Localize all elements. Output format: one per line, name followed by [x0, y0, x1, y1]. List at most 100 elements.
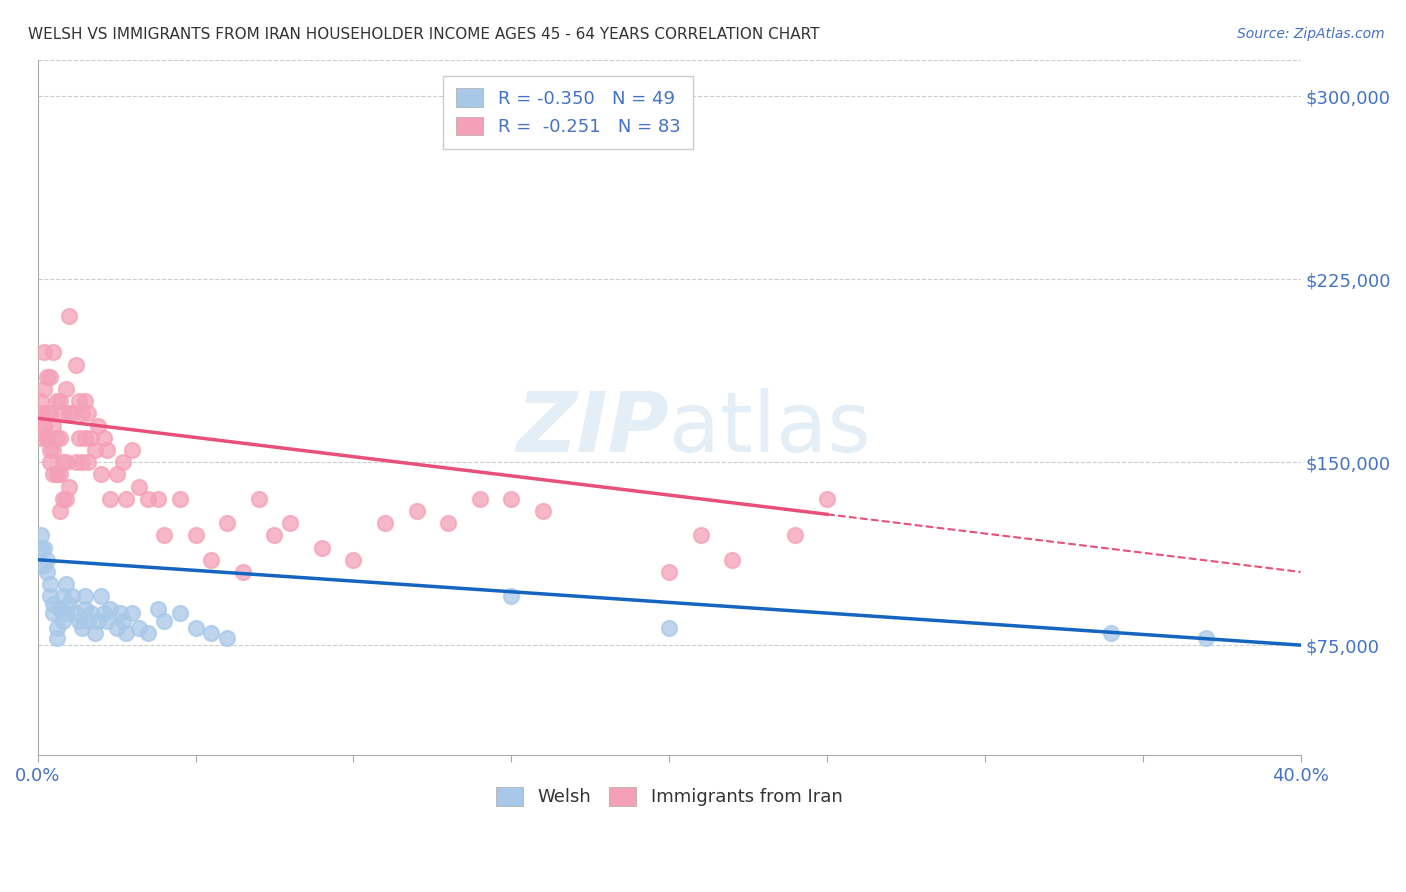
Point	[278, 516, 301, 530]
Point	[52, 590, 75, 604]
Point	[77, 455, 100, 469]
Point	[128, 479, 150, 493]
Point	[501, 491, 523, 506]
Point	[184, 528, 207, 542]
Point	[55, 607, 77, 621]
Point	[37, 431, 59, 445]
Point	[55, 577, 77, 591]
Point	[65, 358, 87, 372]
Point	[30, 541, 52, 555]
Point	[658, 565, 681, 579]
Point	[45, 394, 67, 409]
Point	[45, 631, 67, 645]
Point	[531, 504, 554, 518]
Point	[55, 491, 77, 506]
Point	[86, 614, 108, 628]
Point	[42, 345, 65, 359]
Point	[153, 614, 176, 628]
Point	[247, 491, 270, 506]
Point	[721, 553, 744, 567]
Point	[217, 631, 239, 645]
Point	[146, 601, 169, 615]
Point	[42, 607, 65, 621]
Point	[73, 394, 96, 409]
Point	[73, 431, 96, 445]
Point	[1195, 631, 1218, 645]
Point	[67, 431, 90, 445]
Point	[111, 455, 134, 469]
Point	[263, 528, 285, 542]
Point	[342, 553, 364, 567]
Point	[93, 607, 115, 621]
Point	[37, 553, 59, 567]
Point	[128, 621, 150, 635]
Point	[73, 601, 96, 615]
Point	[200, 626, 222, 640]
Point	[58, 309, 80, 323]
Point	[37, 431, 59, 445]
Point	[67, 394, 90, 409]
Point	[42, 418, 65, 433]
Point	[49, 504, 72, 518]
Point	[1099, 626, 1122, 640]
Point	[115, 491, 138, 506]
Point	[58, 479, 80, 493]
Text: ZIP: ZIP	[516, 388, 669, 468]
Point	[98, 601, 121, 615]
Point	[80, 431, 103, 445]
Point	[169, 607, 191, 621]
Point	[98, 491, 121, 506]
Point	[42, 442, 65, 457]
Point	[52, 614, 75, 628]
Point	[30, 394, 52, 409]
Point	[58, 406, 80, 420]
Point	[42, 467, 65, 482]
Point	[49, 394, 72, 409]
Point	[105, 621, 128, 635]
Point	[136, 491, 159, 506]
Point	[39, 442, 62, 457]
Point	[32, 418, 55, 433]
Point	[121, 607, 143, 621]
Point	[70, 455, 93, 469]
Point	[39, 406, 62, 420]
Point	[39, 577, 62, 591]
Point	[37, 406, 59, 420]
Point	[42, 597, 65, 611]
Point	[90, 590, 112, 604]
Point	[32, 345, 55, 359]
Point	[30, 528, 52, 542]
Point	[30, 406, 52, 420]
Point	[39, 455, 62, 469]
Point	[62, 590, 84, 604]
Point	[77, 614, 100, 628]
Point	[111, 614, 134, 628]
Point	[37, 369, 59, 384]
Point	[37, 565, 59, 579]
Point	[169, 491, 191, 506]
Point	[49, 601, 72, 615]
Point	[52, 455, 75, 469]
Point	[32, 382, 55, 396]
Point	[32, 558, 55, 572]
Point	[200, 553, 222, 567]
Point	[45, 431, 67, 445]
Text: WELSH VS IMMIGRANTS FROM IRAN HOUSEHOLDER INCOME AGES 45 - 64 YEARS CORRELATION : WELSH VS IMMIGRANTS FROM IRAN HOUSEHOLDE…	[28, 27, 820, 42]
Point	[45, 467, 67, 482]
Point	[49, 467, 72, 482]
Point	[39, 590, 62, 604]
Point	[32, 418, 55, 433]
Point	[146, 491, 169, 506]
Point	[108, 607, 131, 621]
Point	[77, 406, 100, 420]
Point	[689, 528, 711, 542]
Point	[658, 621, 681, 635]
Point	[217, 516, 239, 530]
Point	[83, 442, 105, 457]
Point	[96, 614, 118, 628]
Point	[374, 516, 396, 530]
Point	[136, 626, 159, 640]
Point	[30, 431, 52, 445]
Legend: Welsh, Immigrants from Iran: Welsh, Immigrants from Iran	[486, 778, 852, 815]
Point	[70, 406, 93, 420]
